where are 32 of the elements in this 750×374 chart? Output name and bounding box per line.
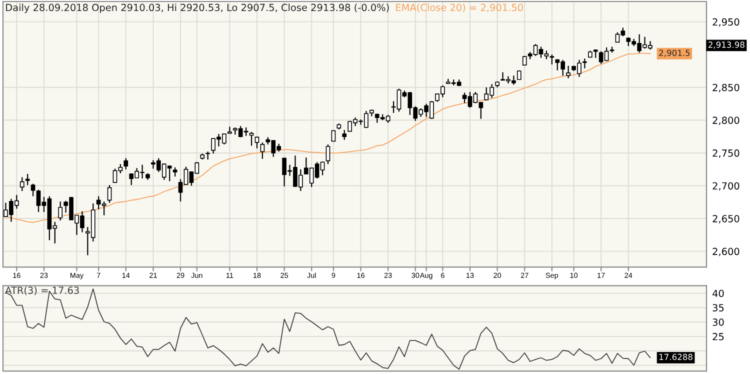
- y-tick-label: 2,650: [712, 214, 740, 224]
- candlestick: [20, 176, 24, 192]
- line-series: [5, 288, 651, 370]
- y-tick-label: 2,850: [712, 84, 740, 92]
- y-tick-label: 2,750: [712, 149, 740, 158]
- candlestick: [326, 144, 330, 165]
- candlestick: [58, 200, 63, 222]
- text: 2,913.98: [708, 42, 744, 49]
- y-tick-label: 2,700: [712, 182, 740, 191]
- candlestick: [331, 130, 336, 142]
- y-tick-label: 2,950: [712, 18, 740, 27]
- y-tick-label: 2,800: [712, 116, 740, 125]
- candlestick: [25, 173, 30, 186]
- chart-title: Daily 28.09.2018 Open 2910.03, Hi 2920.53, Lo 2907.5, Close 2913.98 (-0.0%): [6, 4, 389, 14]
- y-tick-label: 25: [712, 332, 724, 340]
- candlestick: [566, 65, 570, 79]
- line-series: [5, 52, 651, 223]
- candlestick: [342, 129, 347, 140]
- y-tick-label: 35: [712, 304, 724, 312]
- candlestick: [172, 166, 178, 178]
- candlestick: [124, 158, 128, 170]
- data-label: 2,901.5: [659, 50, 690, 57]
- data-label: 17.6288: [659, 354, 692, 360]
- text: EMA(Close 20) = 2,901.50: [396, 4, 523, 12]
- candlestick: [254, 136, 260, 149]
- candlestick: [107, 184, 112, 204]
- candlestick: [30, 183, 36, 197]
- series-label: ATR(3) = 17.63: [5, 286, 79, 296]
- candlestick: [260, 142, 265, 160]
- y-tick-label: 30: [712, 318, 724, 326]
- y-tick-label: 2,600: [712, 248, 740, 256]
- y-tick-label: 40: [712, 290, 724, 298]
